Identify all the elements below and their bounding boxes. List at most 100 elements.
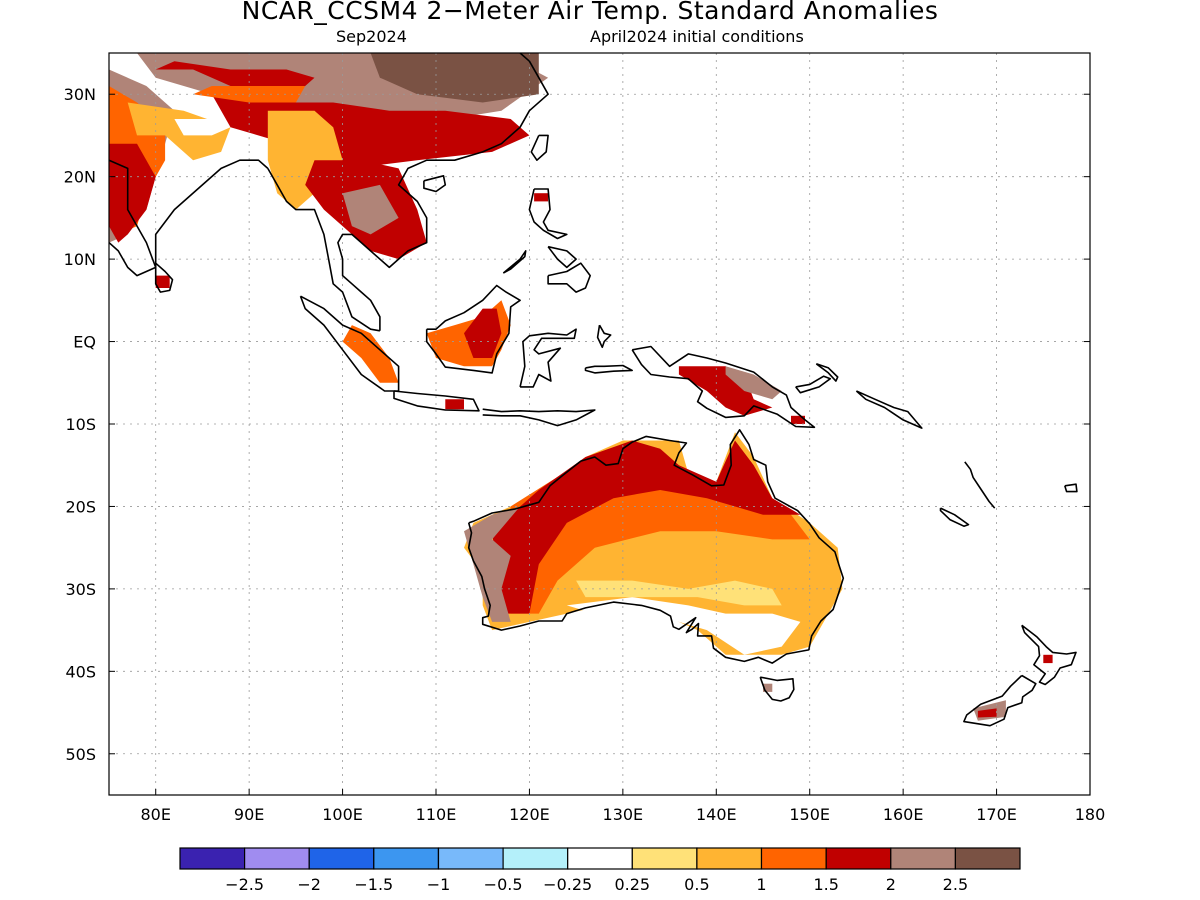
colorbar-label: 2.5	[943, 875, 968, 894]
colorbar-swatch	[696, 847, 763, 870]
anomaly-region-india-north-mild	[127, 102, 231, 161]
lat-tick-label: 20N	[64, 168, 96, 187]
colorbar-label: −1.5	[354, 875, 393, 894]
map-title: NCAR_CCSM4 2−Meter Air Temp. Standard An…	[241, 0, 939, 25]
forecast-month: Sep2024	[336, 27, 407, 46]
lon-tick-label: 110E	[416, 805, 457, 824]
lon-tick-label: 150E	[789, 805, 830, 824]
colorbar-swatch	[244, 847, 310, 870]
coastline-hainan	[423, 175, 447, 193]
colorbar-swatch	[179, 847, 246, 870]
colorbar-label: −0.5	[484, 875, 523, 894]
lat-tick-label: 40S	[65, 662, 96, 681]
coastline-new-caledonia	[939, 507, 970, 528]
lon-tick-label: 140E	[696, 805, 737, 824]
coastline-lesser-sunda	[482, 408, 596, 427]
axis-labels: 30N 20N 10N EQ 10S 20S 30S 40S 50S 80E 90E 100E 110E…	[64, 85, 1106, 824]
lon-tick-label: 160E	[883, 805, 924, 824]
colorbar-swatch	[890, 847, 956, 870]
anomaly-region-myanmar-yellow	[267, 110, 343, 210]
coastline-taiwan	[530, 134, 549, 161]
anomaly-region-aus-red	[492, 440, 801, 614]
colorbar-label: −2	[297, 875, 321, 894]
coastline-new-guinea	[631, 345, 816, 429]
anomaly-region-luzon	[534, 193, 549, 202]
colorbar-label: 2	[886, 875, 896, 894]
colorbar-label: 1	[756, 875, 766, 894]
coastline-mindanao	[547, 262, 592, 293]
colorbar-swatch	[954, 847, 1021, 870]
lat-tick-label: EQ	[73, 333, 96, 352]
lat-tick-label: 10S	[65, 415, 96, 434]
coastline-new-ireland	[815, 363, 839, 382]
gridlines	[109, 53, 1090, 795]
lon-tick-label: 180	[1075, 805, 1106, 824]
anomaly-region-aus-west-brown	[464, 506, 521, 622]
anomaly-region-new-guinea-red	[678, 366, 773, 416]
anomaly-region-nz-south-red	[977, 708, 997, 718]
lat-tick-label: 50S	[65, 745, 96, 764]
colorbar-swatch	[631, 847, 698, 870]
colorbar-label: 1.5	[813, 875, 838, 894]
coastline-luzon	[528, 188, 568, 240]
anomaly-region-borneo-red	[464, 308, 502, 358]
initial-conditions: April2024 initial conditions	[590, 27, 804, 46]
anomaly-region-aus-yellow	[576, 580, 782, 606]
colorbar: −2.5 −2 −1.5 −1 −0.5 −0.25 0.25 0.5 1 1.5 2 2.5	[179, 847, 1021, 894]
coastline-palawan	[502, 250, 527, 274]
colorbar-swatch	[825, 847, 892, 870]
anomaly-region-himalaya-red	[155, 61, 315, 95]
coastline-solomons	[855, 390, 923, 429]
coastline-halmahera	[596, 324, 612, 349]
lat-tick-label: 10N	[64, 250, 96, 269]
anomaly-region-india-white	[174, 119, 231, 136]
anomaly-region-sumatra-orange	[342, 325, 399, 383]
coastline-tasmania	[759, 676, 795, 702]
lon-tick-label: 100E	[322, 805, 363, 824]
colorbar-swatch	[502, 847, 569, 870]
colorbar-label: −1	[427, 875, 451, 894]
coastline-new-britain	[795, 375, 832, 394]
lat-tick-label: 20S	[65, 497, 96, 516]
lon-tick-label: 120E	[509, 805, 550, 824]
coastline-sri-lanka	[154, 262, 174, 293]
anomaly-region-sri-lanka	[155, 275, 170, 288]
lon-tick-label: 80E	[140, 805, 170, 824]
coastline-vanuatu	[964, 461, 996, 509]
coastline-java	[393, 390, 480, 412]
coastline-seram-buru	[584, 364, 634, 374]
anomaly-region-india-core	[109, 143, 156, 243]
anomaly-region-java-red	[445, 399, 464, 410]
anomaly-fill-layer	[109, 53, 1053, 721]
colorbar-swatch	[308, 847, 375, 870]
lon-tick-label: 130E	[603, 805, 644, 824]
lat-tick-label: 30N	[64, 85, 96, 104]
coastline-layer	[109, 53, 1078, 727]
colorbar-label: 0.5	[684, 875, 709, 894]
coastline-fiji	[1064, 483, 1078, 493]
colorbar-label: 0.25	[614, 875, 650, 894]
coastline-sulawesi	[519, 328, 577, 388]
lat-tick-label: 30S	[65, 580, 96, 599]
anomaly-region-tibet-dark	[370, 53, 539, 103]
lon-tick-label: 170E	[976, 805, 1017, 824]
colorbar-label: −2.5	[225, 875, 264, 894]
coastline-nz-south	[963, 674, 1037, 727]
lon-tick-label: 90E	[234, 805, 264, 824]
colorbar-label: −0.25	[543, 875, 592, 894]
colorbar-swatch	[373, 847, 439, 870]
colorbar-swatch	[567, 847, 633, 870]
coastline-borneo	[425, 284, 521, 374]
coastline-australia	[467, 428, 845, 664]
colorbar-swatch	[437, 847, 504, 870]
colorbar-swatch	[760, 847, 827, 870]
anomaly-region-new-guinea-brown	[725, 366, 782, 400]
anomaly-region-indochina-brown	[342, 184, 399, 235]
coastline-nz-north	[1021, 624, 1077, 686]
anomaly-region-nz-north	[1043, 654, 1053, 664]
coastline-india-east	[154, 159, 269, 268]
coastline-bay-bengal-east	[267, 168, 381, 332]
coastline-malay-east	[337, 53, 549, 331]
coastline-visayas	[547, 245, 577, 269]
